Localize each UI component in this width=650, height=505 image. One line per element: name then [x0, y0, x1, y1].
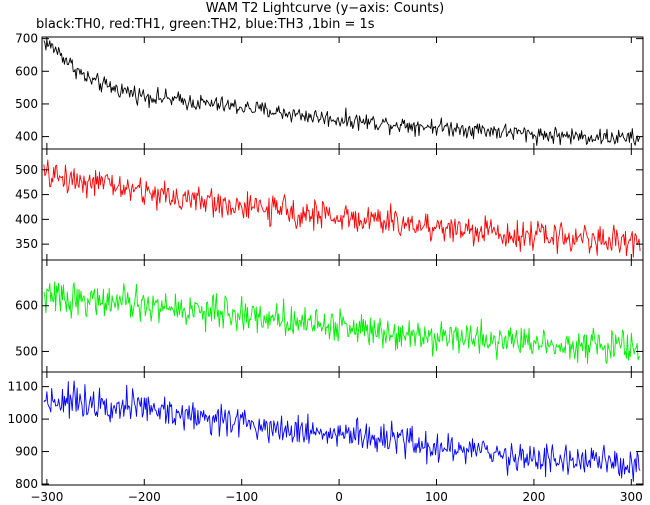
- y-tick-label: 900: [15, 445, 38, 459]
- x-tick-label: 200: [522, 490, 545, 504]
- y-tick-label: 600: [15, 64, 38, 78]
- y-tick-label: 700: [15, 32, 38, 46]
- y-tick-label: 500: [15, 97, 38, 111]
- y-tick-label: 400: [15, 212, 38, 226]
- series-th2-line: [43, 281, 641, 364]
- y-tick-label: 450: [15, 188, 38, 202]
- x-tick-label: −100: [225, 490, 258, 504]
- y-tick-label: 500: [15, 163, 38, 177]
- x-tick-label: −300: [30, 490, 63, 504]
- y-tick-label: 600: [15, 299, 38, 313]
- x-tick-label: 0: [335, 490, 343, 504]
- x-tick-label: 100: [425, 490, 448, 504]
- y-tick-label: 1100: [7, 380, 38, 394]
- x-tick-label: 300: [620, 490, 643, 504]
- y-tick-label: 1000: [7, 412, 38, 426]
- series-th1-line: [43, 159, 641, 258]
- y-tick-label: 400: [15, 130, 38, 144]
- series-th0-line: [43, 39, 641, 146]
- chart-subtitle: black:TH0, red:TH1, green:TH2, blue:TH3 …: [36, 17, 375, 32]
- y-tick-label: 350: [15, 237, 38, 251]
- panel-frame-4: [41, 371, 644, 486]
- series-th3-line: [43, 380, 641, 482]
- x-tick-label: −200: [128, 490, 161, 504]
- y-tick-label: 800: [15, 477, 38, 491]
- chart-title: WAM T2 Lightcurve (y−axis: Counts): [205, 1, 445, 16]
- y-tick-label: 500: [15, 344, 38, 358]
